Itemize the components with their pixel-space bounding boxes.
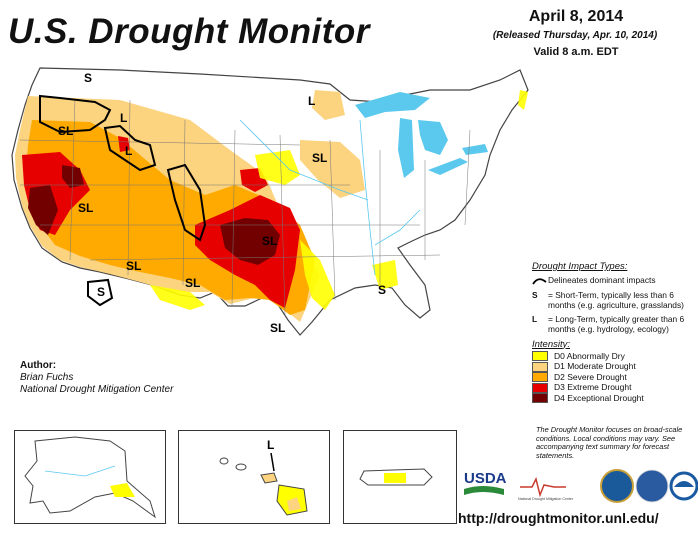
label-l-id: L [120, 111, 127, 125]
intensity-label: D4 Exceptional Drought [554, 392, 644, 403]
map-date: April 8, 2014 [528, 8, 624, 25]
map-title: U.S. Drought Monitor [8, 12, 370, 51]
svg-text:National Drought Mitigation Ce: National Drought Mitigation Center [518, 497, 574, 501]
intensity-label: D0 Abnormally Dry [554, 350, 625, 361]
source-url[interactable]: http://droughtmonitor.unl.edu/ [458, 510, 659, 526]
intensity-swatch [532, 393, 548, 404]
impact-line-row: Delineates dominant impacts [532, 274, 697, 286]
lake-huron [418, 120, 448, 155]
intensity-list: D0 Abnormally Dry D1 Moderate Drought D2 S… [532, 350, 697, 404]
puerto-rico-d0 [384, 473, 406, 483]
valid-time: Valid 8 a.m. EDT [533, 46, 619, 58]
label-s-sw: S [97, 285, 105, 299]
intensity-item: D0 Abnormally Dry [532, 350, 697, 362]
intensity-swatch [532, 351, 548, 362]
impact-legend-header: Drought Impact Types: [532, 261, 628, 272]
intensity-label: D2 Severe Drought [554, 371, 627, 382]
label-s-south: S [378, 283, 386, 297]
alaska-land [24, 436, 156, 519]
short-term-text: = Short-Term, typically less than 6 mont… [548, 289, 684, 310]
hawaii-maui [260, 472, 278, 484]
alaska-d0 [110, 483, 135, 497]
svg-text:USDA: USDA [464, 470, 507, 487]
label-sl-nv: SL [78, 201, 93, 215]
label-s-wa: S [84, 71, 92, 85]
lake-erie [428, 158, 468, 175]
hawaii-inset: L [178, 430, 330, 524]
lake-michigan [398, 118, 414, 178]
agency-logos: USDA National Drought Mitigation Center [464, 469, 698, 503]
intensity-label: D1 Moderate Drought [554, 361, 636, 372]
long-term-row: L = Long-Term, typically greater than 6 … [532, 314, 697, 334]
impact-boundaries [39, 94, 207, 307]
label-sl-plains: SL [312, 151, 327, 165]
ndmc-logo: National Drought Mitigation Center [518, 476, 574, 501]
disclaimer-note: The Drought Monitor focuses on broad-sca… [536, 425, 683, 460]
impact-labels: S L SL L SL SL S SL SL SL SL L S [58, 71, 386, 335]
noaa-logo-1 [600, 469, 634, 503]
impact-legend: Drought Impact Types: Delineates dominan… [532, 261, 697, 404]
label-sl-az: SL [126, 259, 141, 273]
label-sl-or: SL [58, 124, 73, 138]
impact-line-icon [532, 278, 547, 285]
lake-ontario [462, 144, 488, 155]
usda-logo: USDA [464, 470, 507, 495]
intensity-swatch [532, 382, 548, 393]
drought-d4 [28, 165, 280, 265]
commerce-seal [635, 469, 669, 503]
intensity-swatch [532, 372, 548, 383]
release-date: (Released Thursday, Apr. 10, 2014) [492, 30, 658, 41]
drought-d1-mn [312, 90, 345, 120]
label-l-ca: L [125, 144, 132, 158]
puerto-rico-inset [343, 430, 457, 524]
long-term-text: = Long-Term, typically greater than 6 mo… [548, 314, 685, 334]
short-term-symbol: S [532, 289, 538, 300]
intensity-swatch [532, 361, 548, 372]
intensity-header: Intensity: [532, 338, 571, 350]
intensity-item: D4 Exceptional Drought [532, 392, 697, 404]
author-label: Author: [20, 360, 57, 371]
label-sl-tx: SL [270, 321, 285, 335]
label-l-hawaii: L [267, 438, 274, 452]
drought-d3 [22, 136, 300, 308]
intensity-item: D3 Extreme Drought [532, 382, 697, 393]
alaska-inset [14, 430, 166, 524]
rivers [239, 119, 421, 276]
short-term-row: S = Short-Term, typically less than 6 mo… [532, 289, 697, 310]
long-term-symbol: L [532, 314, 538, 325]
impact-line-label: Delineates dominant impacts [548, 274, 656, 285]
us-drought-map: S L SL L SL SL S SL SL SL SL L S [11, 67, 529, 336]
label-sl-co: SL [262, 234, 277, 248]
lake-superior [355, 92, 430, 118]
label-sl-nm: SL [185, 276, 200, 290]
drought-d1-plains [300, 140, 365, 198]
state-borders [19, 99, 471, 316]
label-l-mn: L [308, 94, 315, 108]
author-org: National Drought Mitigation Center [20, 384, 174, 395]
intensity-item: D1 Moderate Drought [532, 361, 697, 372]
author-name: Brian Fuchs [20, 372, 74, 383]
author-block: Author: Brian Fuchs National Drought Mit… [20, 360, 173, 396]
intensity-label: D3 Extreme Drought [554, 382, 632, 393]
intensity-item: D2 Severe Drought [532, 371, 697, 383]
